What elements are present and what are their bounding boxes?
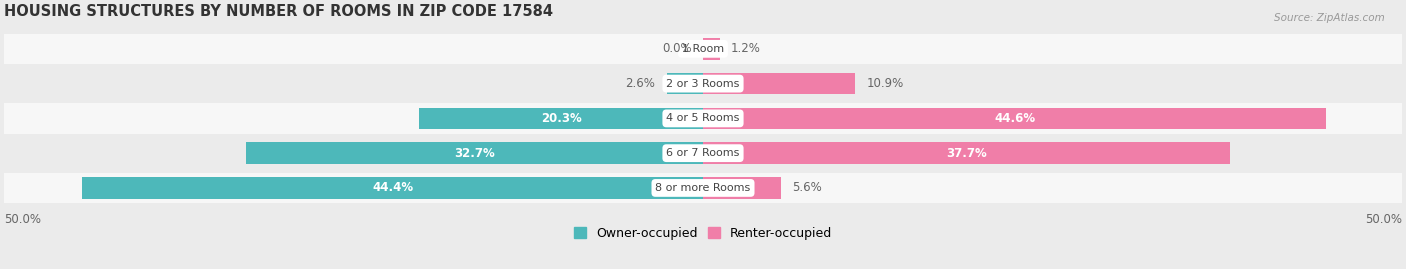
Text: 44.4%: 44.4% (373, 181, 413, 194)
Bar (4, 173, 1402, 203)
Text: 32.7%: 32.7% (454, 147, 495, 160)
Legend: Owner-occupied, Renter-occupied: Owner-occupied, Renter-occupied (574, 227, 832, 240)
Text: 2 or 3 Rooms: 2 or 3 Rooms (666, 79, 740, 89)
Bar (703, 177, 782, 199)
Text: 44.6%: 44.6% (994, 112, 1035, 125)
Text: 8 or more Rooms: 8 or more Rooms (655, 183, 751, 193)
Bar (703, 108, 1326, 129)
Bar (4, 68, 1402, 99)
Bar (419, 108, 703, 129)
Text: 2.6%: 2.6% (626, 77, 655, 90)
Text: 4 or 5 Rooms: 4 or 5 Rooms (666, 114, 740, 123)
Bar (246, 142, 703, 164)
Text: 37.7%: 37.7% (946, 147, 987, 160)
Text: 20.3%: 20.3% (541, 112, 582, 125)
Text: 10.9%: 10.9% (866, 77, 904, 90)
Bar (4, 138, 1402, 168)
Text: 1.2%: 1.2% (731, 42, 761, 55)
Text: 6 or 7 Rooms: 6 or 7 Rooms (666, 148, 740, 158)
Text: Source: ZipAtlas.com: Source: ZipAtlas.com (1274, 13, 1385, 23)
Text: 0.0%: 0.0% (662, 42, 692, 55)
Bar (703, 142, 1230, 164)
Bar (83, 177, 703, 199)
Bar (703, 38, 720, 60)
Text: HOUSING STRUCTURES BY NUMBER OF ROOMS IN ZIP CODE 17584: HOUSING STRUCTURES BY NUMBER OF ROOMS IN… (4, 4, 553, 19)
Bar (4, 103, 1402, 134)
Bar (666, 73, 703, 94)
Text: 50.0%: 50.0% (1365, 213, 1402, 226)
Bar (703, 73, 855, 94)
Text: 5.6%: 5.6% (793, 181, 823, 194)
Bar (4, 34, 1402, 64)
Text: 50.0%: 50.0% (4, 213, 41, 226)
Text: 1 Room: 1 Room (682, 44, 724, 54)
